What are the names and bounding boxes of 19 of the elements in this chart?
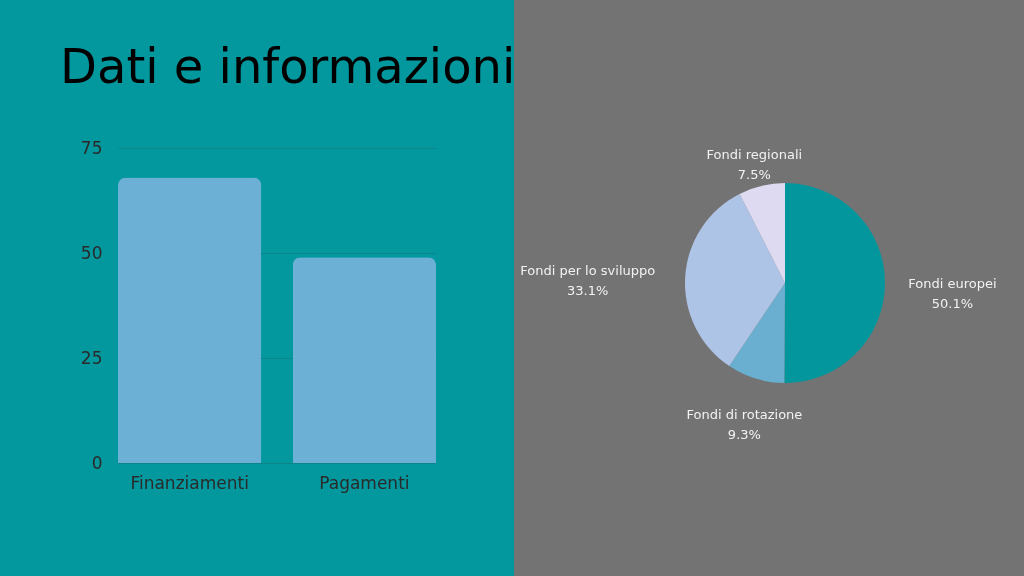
data-label: 7.5% xyxy=(737,167,771,183)
slice-label: Fondi di rotazione xyxy=(686,407,803,423)
slice-label: Fondi per lo sviluppo xyxy=(520,263,656,279)
slice-label: Fondi europei xyxy=(908,275,997,291)
y-tick-label: 25 xyxy=(80,347,103,368)
chart-title: Dati e informazioni xyxy=(60,38,516,94)
x-tick-label: Finanziamenti xyxy=(130,472,249,493)
y-tick-label: 50 xyxy=(80,242,103,263)
x-tick-label: Pagamenti xyxy=(319,472,410,493)
pie-slice xyxy=(739,183,785,283)
slice-label: Fondi regionali xyxy=(706,147,803,163)
pie-slice xyxy=(685,193,785,367)
data-label: 9.3% xyxy=(727,427,761,443)
data-label: 33.1% xyxy=(567,283,609,299)
y-tick-label: 75 xyxy=(80,137,103,158)
y-tick-label: 0 xyxy=(91,452,103,473)
pie-slice xyxy=(729,283,785,383)
pie-slice xyxy=(784,183,885,383)
data-label: 50.1% xyxy=(931,295,974,311)
